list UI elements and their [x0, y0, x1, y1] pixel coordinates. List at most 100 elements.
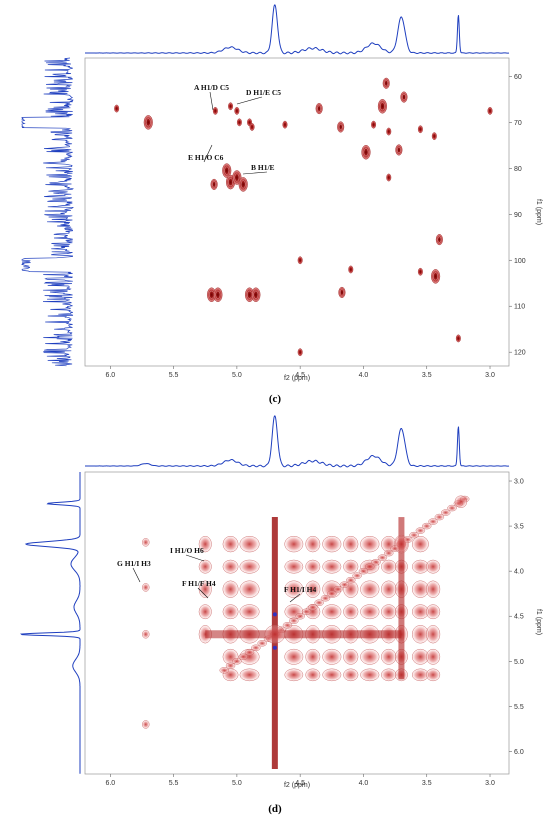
contour-blob	[284, 668, 304, 682]
contour-blob	[322, 668, 342, 682]
cross-peak	[251, 287, 261, 302]
contour-blob	[381, 580, 397, 598]
cross-peak	[143, 115, 153, 130]
cross-peak	[338, 286, 346, 298]
contour-blob	[360, 668, 380, 682]
x-tick-label: 6.0	[105, 780, 115, 787]
contour-blob	[377, 554, 388, 561]
y-tick-label: 110	[514, 304, 525, 311]
annotation-arrow	[209, 91, 214, 111]
contour-blob	[409, 531, 419, 539]
panel-c-x-axis-label: f2 (ppm)	[284, 375, 310, 382]
panel-c: A H1/D C5 D H1/E C5 E H1/O C6 B H1/E 6.0 5.5…	[20, 4, 542, 405]
y-tick-label: 70	[514, 120, 522, 127]
contour-blob	[239, 668, 260, 682]
x-tick-label: 3.0	[485, 372, 495, 379]
cross-peak	[232, 170, 242, 185]
x-tick-label: 5.5	[169, 372, 179, 379]
contour-blob	[284, 648, 304, 665]
contour-blob	[198, 536, 212, 553]
cross-peak	[395, 144, 403, 156]
cross-peak	[386, 127, 392, 136]
y-tick-label: 120	[514, 350, 526, 357]
cross-peak	[249, 123, 255, 131]
x-tick-label: 4.5	[295, 780, 305, 787]
cross-peak	[297, 256, 303, 265]
contour-blob	[142, 583, 150, 592]
contour-blob	[343, 648, 359, 665]
cross-peak	[114, 104, 120, 113]
contour-blob	[142, 538, 150, 547]
contour-blob	[295, 613, 305, 620]
y-tick-label: 3.0	[514, 479, 524, 486]
panel-c-y-ticks: 60 70 80 90 100 110 120	[509, 74, 526, 357]
x-tick-label: 4.0	[359, 780, 369, 787]
contour-blob	[327, 590, 337, 597]
cross-peak	[431, 132, 437, 140]
panel-c-cross-peaks	[114, 77, 493, 357]
cross-peak	[455, 334, 461, 343]
contour-blob	[301, 608, 312, 615]
contour-blob	[198, 559, 212, 574]
contour-blob	[142, 720, 150, 729]
contour-blob	[239, 536, 260, 553]
cross-peak	[487, 107, 493, 115]
contour-blob	[343, 559, 359, 574]
contour-blob	[434, 513, 445, 521]
cross-peak	[435, 234, 443, 246]
panel-d: G H1/I H3 I H1/O H6 F H1/F H4 F H1/I H4 6.0…	[20, 415, 542, 815]
cross-peak	[400, 91, 408, 103]
contour-blob	[222, 580, 239, 598]
contour-blob	[371, 558, 381, 566]
contour-blob	[422, 522, 432, 530]
contour-blob	[454, 495, 468, 508]
marker-dot	[272, 612, 277, 617]
cross-peak	[297, 348, 303, 357]
contour-blob	[365, 563, 375, 570]
peak-annotation: D H1/E C5	[246, 88, 281, 97]
y-tick-label: 100	[514, 258, 526, 265]
contour-blob	[198, 604, 212, 620]
panel-c-label: (c)	[269, 393, 282, 405]
contour-blob	[239, 604, 260, 620]
top-1d-spectrum	[85, 4, 510, 55]
contour-blob	[305, 559, 321, 574]
peak-annotation: G H1/I H3	[117, 559, 151, 568]
annotation-arrow	[185, 554, 205, 562]
contour-blob	[222, 536, 239, 553]
x-tick-label: 3.5	[422, 780, 432, 787]
contour-blob	[239, 580, 260, 598]
contour-blob	[426, 625, 441, 644]
contour-blob	[322, 536, 342, 553]
panel-d-y-ticks: 3.0 3.5 4.0 4.5 5.0 5.5 6.0	[509, 479, 524, 756]
contour-blob	[222, 604, 239, 620]
panel-d-y-axis-label: f1 (ppm)	[535, 609, 542, 635]
water-f1-band	[205, 630, 402, 639]
panel-c-left-projection	[20, 57, 75, 367]
cross-peak	[337, 121, 345, 133]
h5-streak	[398, 517, 405, 680]
cross-peak	[212, 107, 218, 115]
x-tick-label: 4.0	[359, 372, 369, 379]
x-tick-label: 3.5	[422, 372, 432, 379]
y-tick-label: 6.0	[514, 749, 524, 756]
contour-blob	[219, 667, 229, 674]
contour-blob	[322, 648, 342, 665]
contour-blob	[284, 580, 304, 598]
contour-blob	[244, 649, 255, 656]
contour-blob	[322, 604, 342, 620]
y-tick-label: 60	[514, 74, 522, 81]
contour-blob	[447, 504, 457, 512]
panel-d-label: (d)	[268, 803, 282, 815]
contour-blob	[333, 585, 343, 593]
contour-blob	[339, 581, 350, 588]
panel-d-contours	[142, 495, 470, 769]
peak-annotation: A H1/D C5	[194, 83, 229, 92]
contour-blob	[360, 648, 380, 665]
contour-blob	[426, 648, 441, 665]
contour-blob	[343, 536, 359, 553]
contour-blob	[426, 580, 441, 598]
contour-blob	[282, 622, 293, 629]
cross-peak	[361, 145, 371, 160]
